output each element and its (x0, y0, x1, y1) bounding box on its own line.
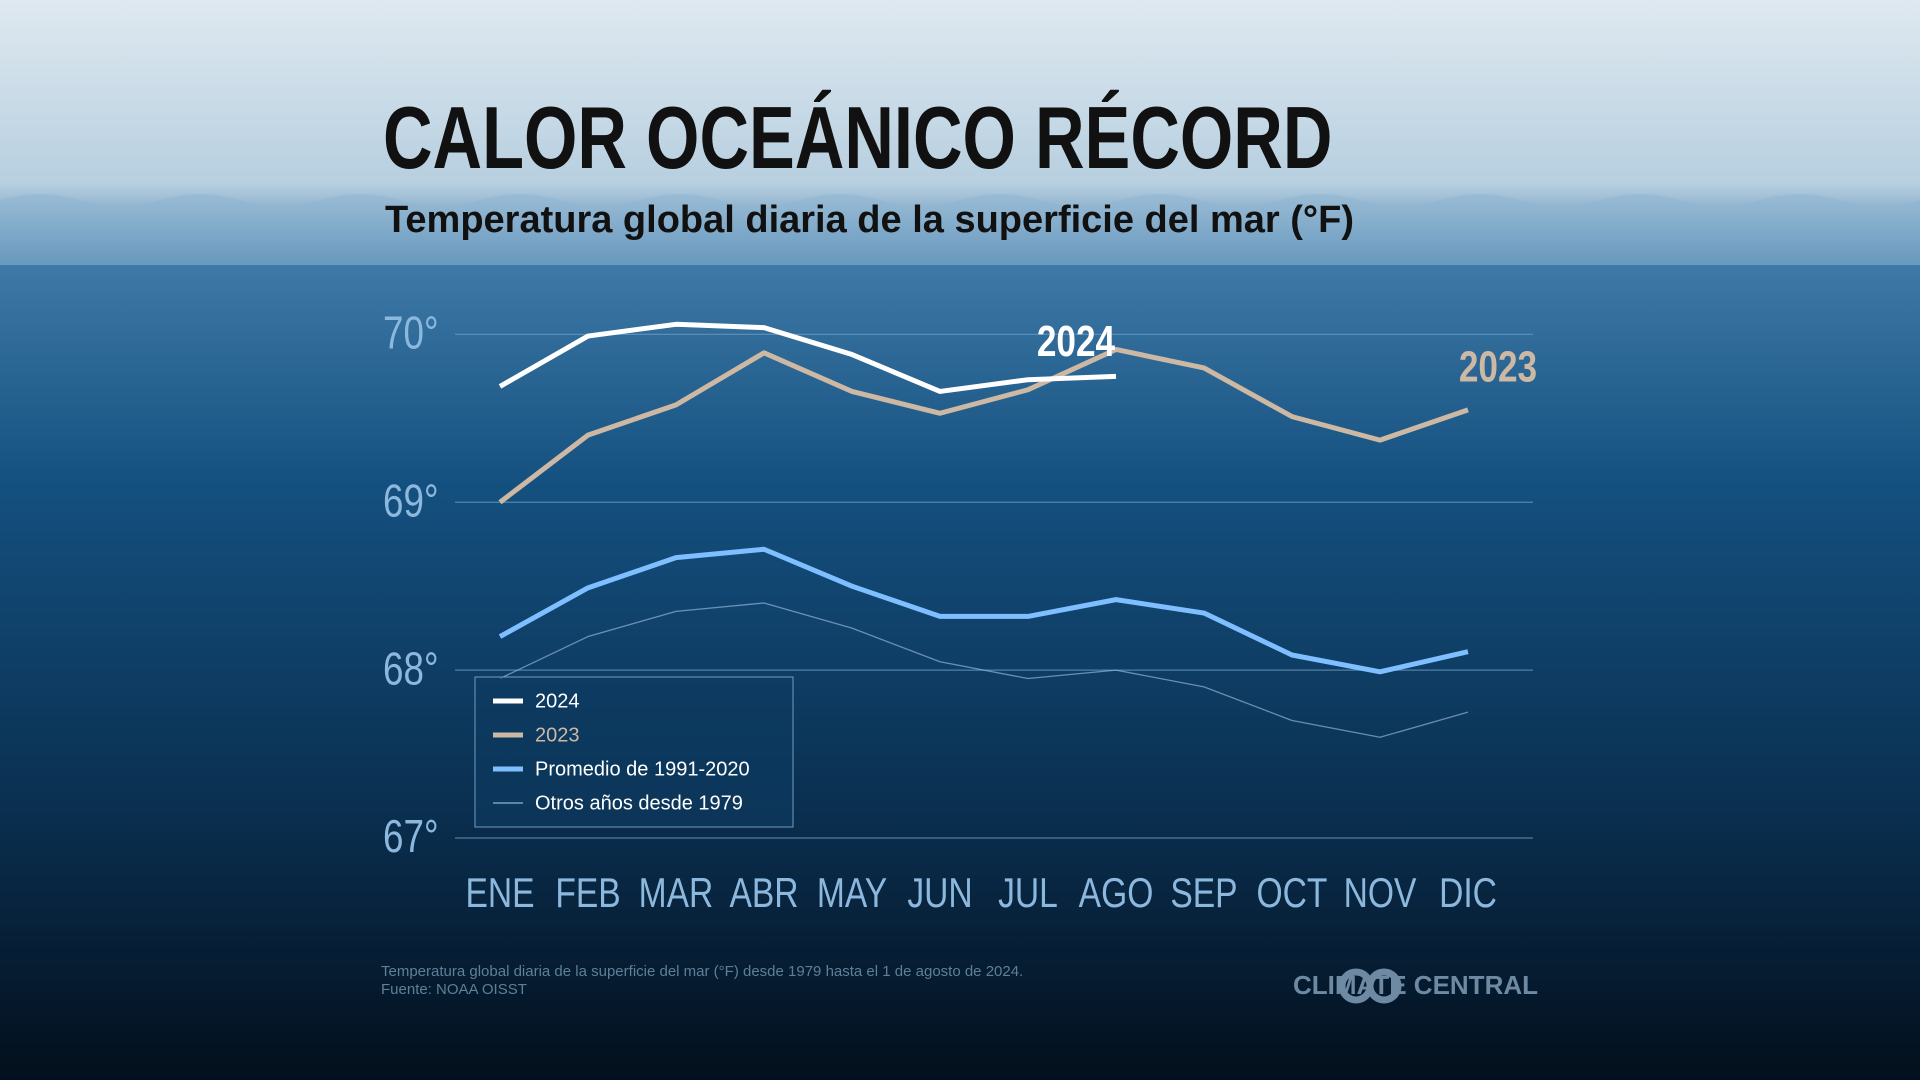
x-tick-label: JUN (907, 871, 972, 917)
legend-box (474, 676, 794, 828)
y-tick-label: 69° (383, 474, 439, 526)
x-tick-label: SEP (1170, 871, 1237, 917)
x-tick-label: MAY (817, 871, 887, 917)
x-tick-label: AGO (1079, 871, 1154, 917)
series-label: 2023 (1459, 343, 1537, 392)
y-tick-label: 68° (383, 642, 439, 694)
brand-logo (1338, 968, 1402, 1004)
y-tick-label: 70° (383, 307, 439, 359)
chart-subtitle: Temperatura global diaria de la superfic… (385, 199, 1354, 241)
footnote: Temperatura global diaria de la superfic… (381, 963, 1023, 980)
series-line (498, 321, 1117, 394)
legend-label: 2023 (535, 724, 580, 746)
x-tick-label: ABR (729, 871, 798, 917)
x-tick-label: DIC (1439, 871, 1497, 917)
series-line (499, 602, 1469, 738)
chart-title: CALOR OCEÁNICO RÉCORD (383, 89, 1332, 187)
y-tick-label: 67° (383, 810, 439, 862)
legend-label: Promedio de 1991-2020 (535, 758, 750, 780)
legend-label: Otros años desde 1979 (535, 792, 743, 814)
series-label: 2024 (1037, 317, 1115, 366)
x-tick-label: NOV (1344, 871, 1417, 917)
waves (0, 194, 1920, 265)
x-tick-label: JUL (998, 871, 1058, 917)
x-tick-label: ENE (465, 871, 534, 917)
x-tick-label: OCT (1257, 871, 1328, 917)
series-line (498, 546, 1469, 675)
series-line (498, 346, 1469, 505)
x-tick-label: FEB (555, 871, 620, 917)
source: Fuente: NOAA OISST (381, 981, 527, 998)
x-tick-label: MAR (639, 871, 714, 917)
plot: 67° 68° 69° 70° ENE FEB MAR ABR MAY JUN JUL AGO SEP O… (383, 307, 1537, 917)
legend-label: 2024 (535, 690, 580, 712)
brand: CLIMATE CENTRAL (1293, 970, 1538, 1000)
